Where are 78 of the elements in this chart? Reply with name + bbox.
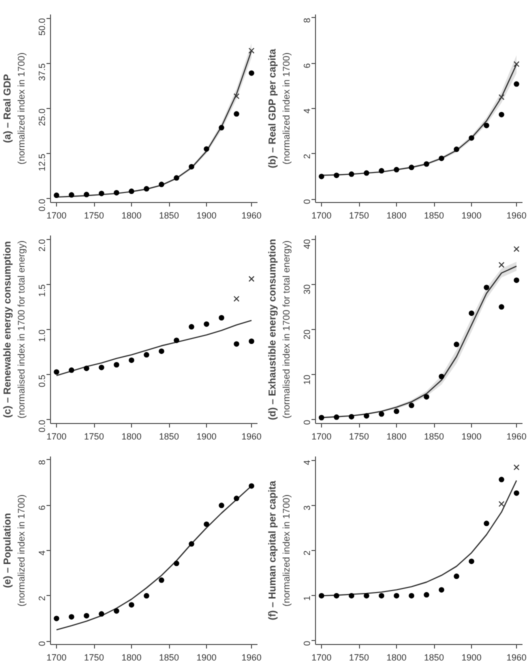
text: (a) – Real GDP — [2, 74, 14, 143]
x-tick-label: 1750 — [84, 432, 104, 442]
x-tick-label: 1960 — [241, 210, 262, 220]
x-tick-label: 1900 — [196, 210, 217, 220]
y-tick-label: 40 — [302, 239, 312, 250]
y-tick-label: 37.5 — [37, 63, 47, 81]
x-tick-label: 1750 — [348, 432, 370, 442]
y-tick-label: 4 — [302, 108, 312, 114]
x-tick-label: 1750 — [84, 210, 104, 220]
x-tick-label: 1960 — [506, 432, 527, 442]
y-tick-label: 0 — [302, 420, 312, 425]
y-tick-label: 10 — [302, 374, 312, 385]
x-tick-label: 1750 — [348, 210, 370, 220]
y-tick-label: 8 — [37, 460, 47, 465]
x-tick-label: 1700 — [46, 432, 67, 442]
text: (d) – Exhaustible energy consumption — [268, 238, 278, 420]
x-tick-label: 1700 — [46, 652, 67, 662]
x-tick-label: 1750 — [348, 652, 370, 662]
y-tick-label: 1 — [302, 596, 312, 601]
text: (b) – Real GDP per capita — [268, 48, 278, 168]
y-tick-label: 2 — [302, 550, 312, 556]
y-axis-title: (normalized index in 1700) — [282, 494, 292, 606]
x-tick-label: 1850 — [158, 210, 180, 220]
x-tick-label: 1850 — [424, 652, 444, 662]
x-tick-label: 1960 — [241, 652, 262, 662]
y-tick-label: 2 — [302, 154, 312, 159]
y-tick-label: 0.0 — [37, 198, 47, 212]
y-tick-label: 20 — [302, 329, 312, 340]
y-tick-label: 4 — [302, 460, 312, 466]
y-tick-label: 1.5 — [37, 284, 47, 297]
x-tick-label: 1800 — [121, 652, 142, 662]
x-tick-label: 1850 — [424, 210, 444, 220]
y-tick-label: 50.0 — [37, 18, 47, 36]
y-tick-label: 0 — [302, 640, 312, 646]
x-tick-label: 1960 — [241, 432, 262, 442]
x-tick-label: 1700 — [311, 652, 332, 662]
x-tick-label: 1900 — [461, 652, 482, 662]
y-tick-label: 6 — [302, 63, 312, 68]
y-tick-label: 2.0 — [37, 239, 47, 252]
x-tick-label: 1700 — [311, 432, 332, 442]
y-axis-title: (normalized index in 1700) — [16, 494, 28, 606]
x-tick-label: 1960 — [506, 210, 527, 220]
y-axis-title: (normalised index in 1700 for total energy) — [16, 240, 28, 418]
x-tick-label: 1900 — [461, 432, 482, 442]
y-tick-label: 8 — [302, 18, 312, 23]
y-tick-label: 0.5 — [37, 374, 47, 388]
y-tick-label: 12.5 — [37, 154, 47, 172]
y-tick-label: 6 — [37, 505, 47, 510]
x-tick-label: 1700 — [311, 210, 332, 220]
x-tick-label: 1960 — [506, 652, 527, 662]
text: (f) – Human capital per capita — [268, 480, 278, 620]
x-tick-label: 1800 — [121, 210, 142, 220]
y-tick-label: 25.0 — [37, 108, 47, 126]
x-tick-label: 1850 — [158, 652, 180, 662]
y-tick-label: 30 — [302, 284, 312, 294]
text: (c) – Renewable energy consumption — [2, 241, 14, 418]
x-tick-label: 1850 — [424, 432, 444, 442]
y-axis-title: (normalised index in 1700 for total energy) — [282, 240, 292, 418]
y-axis-title: (normalized index in 1700) — [282, 52, 292, 164]
y-axis-title: (normalized index in 1700) — [16, 52, 28, 164]
x-tick-label: 1850 — [158, 432, 180, 442]
x-tick-label: 1800 — [386, 210, 407, 220]
y-tick-label: 0 — [302, 199, 312, 204]
y-tick-label: 1.0 — [37, 329, 47, 342]
x-tick-label: 1750 — [84, 652, 104, 662]
y-tick-label: 0 — [37, 641, 47, 646]
y-tick-label: 0.0 — [37, 420, 47, 432]
x-tick-label: 1800 — [386, 432, 407, 442]
y-tick-label: 4 — [37, 550, 47, 556]
y-tick-label: 3 — [302, 505, 312, 510]
x-tick-label: 1900 — [196, 652, 217, 662]
x-tick-label: 1800 — [121, 432, 142, 442]
x-tick-label: 1800 — [386, 652, 407, 662]
x-tick-label: 1900 — [461, 210, 482, 220]
text: (e) – Population — [2, 513, 14, 588]
y-tick-label: 2 — [37, 596, 47, 601]
x-tick-label: 1700 — [46, 210, 67, 220]
x-tick-label: 1900 — [196, 432, 217, 442]
